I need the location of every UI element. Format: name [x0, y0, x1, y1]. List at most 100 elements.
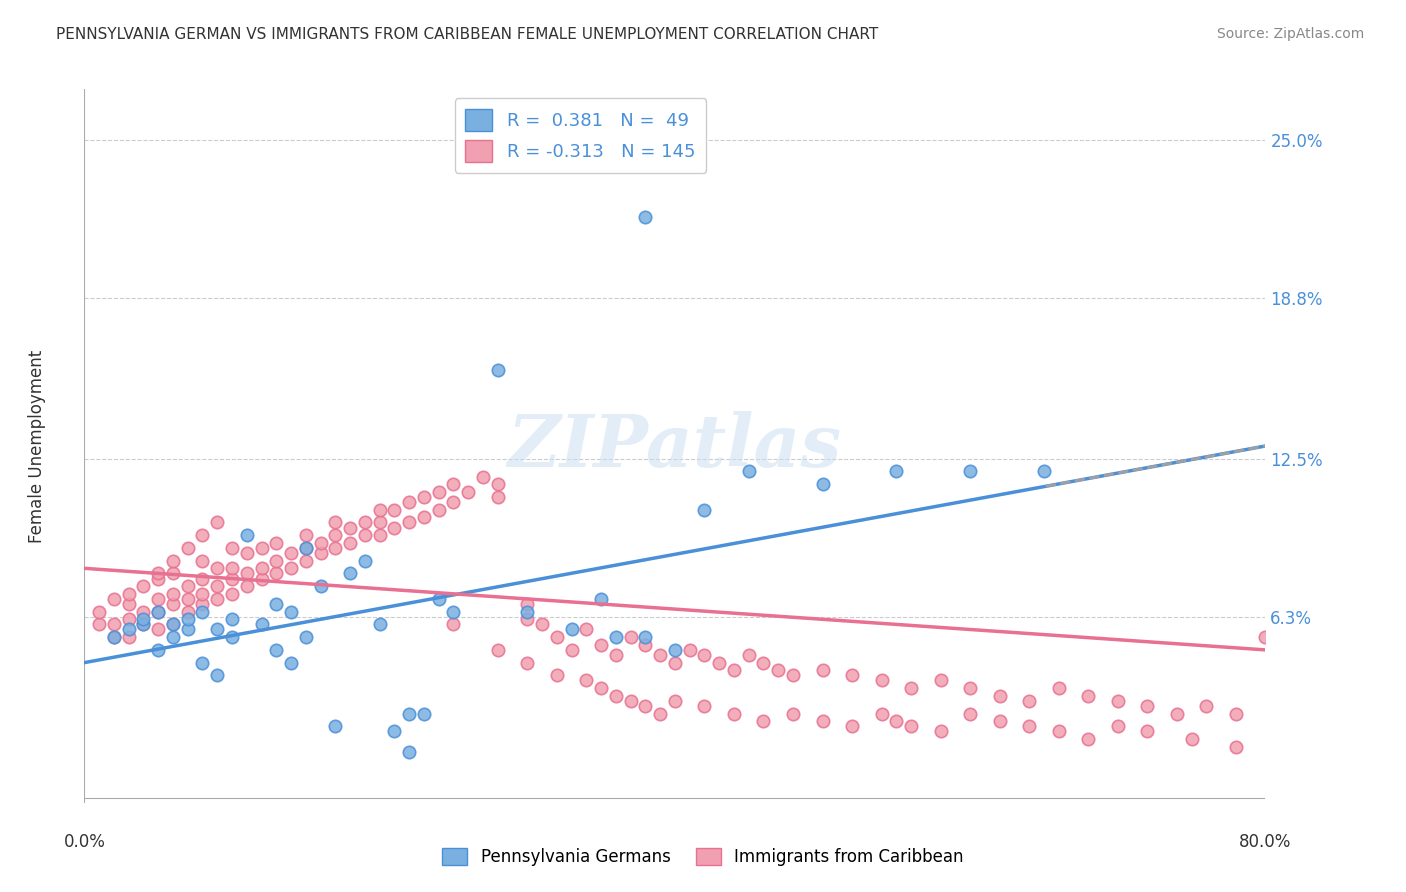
Point — [221, 630, 243, 644]
Point — [132, 605, 155, 619]
Point — [148, 623, 170, 637]
Point — [1195, 698, 1218, 713]
Point — [236, 566, 259, 581]
Point — [264, 643, 288, 657]
Point — [354, 528, 377, 542]
Point — [738, 465, 761, 479]
Point — [205, 668, 228, 682]
Point — [413, 706, 436, 721]
Point — [162, 587, 184, 601]
Point — [427, 591, 450, 606]
Point — [236, 546, 259, 560]
Point — [103, 630, 125, 644]
Point — [295, 541, 318, 555]
Point — [811, 663, 834, 677]
Point — [280, 561, 302, 575]
Point — [323, 516, 347, 530]
Point — [323, 719, 347, 733]
Point — [472, 469, 495, 483]
Point — [162, 554, 184, 568]
Point — [354, 516, 377, 530]
Point — [782, 706, 804, 721]
Point — [709, 656, 731, 670]
Point — [591, 681, 613, 695]
Point — [988, 714, 1011, 729]
Point — [678, 643, 700, 657]
Point — [648, 706, 672, 721]
Point — [841, 719, 863, 733]
Point — [1047, 681, 1070, 695]
Point — [870, 706, 893, 721]
Point — [1225, 706, 1247, 721]
Point — [191, 605, 214, 619]
Point — [811, 714, 834, 729]
Point — [664, 656, 686, 670]
Point — [413, 490, 436, 504]
Point — [1032, 465, 1054, 479]
Point — [516, 605, 538, 619]
Point — [1107, 719, 1129, 733]
Point — [900, 719, 922, 733]
Point — [1181, 732, 1204, 747]
Point — [427, 502, 450, 516]
Point — [752, 656, 775, 670]
Point — [441, 495, 464, 509]
Point — [191, 587, 214, 601]
Point — [886, 465, 908, 479]
Point — [1254, 630, 1277, 644]
Point — [738, 648, 761, 662]
Point — [339, 566, 361, 581]
Point — [929, 673, 952, 688]
Point — [250, 617, 273, 632]
Point — [132, 612, 155, 626]
Point — [205, 516, 228, 530]
Point — [591, 638, 613, 652]
Point — [1077, 732, 1099, 747]
Point — [295, 528, 318, 542]
Text: 80.0%: 80.0% — [1239, 833, 1292, 851]
Point — [177, 541, 200, 555]
Point — [1225, 739, 1247, 754]
Point — [560, 623, 583, 637]
Point — [323, 541, 347, 555]
Point — [441, 605, 464, 619]
Point — [368, 528, 391, 542]
Point — [323, 528, 347, 542]
Point — [546, 668, 568, 682]
Point — [103, 630, 125, 644]
Point — [221, 612, 243, 626]
Point — [648, 648, 672, 662]
Point — [959, 706, 981, 721]
Point — [162, 597, 184, 611]
Point — [250, 561, 273, 575]
Point — [486, 490, 509, 504]
Point — [250, 541, 273, 555]
Point — [516, 656, 538, 670]
Point — [782, 668, 804, 682]
Point — [811, 477, 834, 491]
Point — [205, 591, 228, 606]
Point — [280, 656, 302, 670]
Point — [177, 623, 200, 637]
Point — [368, 502, 391, 516]
Point — [177, 579, 200, 593]
Point — [959, 465, 981, 479]
Point — [162, 630, 184, 644]
Point — [693, 502, 716, 516]
Point — [441, 477, 464, 491]
Point — [295, 630, 318, 644]
Text: Source: ZipAtlas.com: Source: ZipAtlas.com — [1216, 27, 1364, 41]
Point — [132, 579, 155, 593]
Point — [929, 724, 952, 739]
Point — [177, 605, 200, 619]
Point — [1077, 689, 1099, 703]
Point — [664, 694, 686, 708]
Point — [1136, 724, 1159, 739]
Point — [103, 617, 125, 632]
Point — [382, 502, 406, 516]
Point — [546, 630, 568, 644]
Point — [398, 516, 420, 530]
Point — [413, 510, 436, 524]
Point — [1047, 724, 1070, 739]
Point — [221, 572, 243, 586]
